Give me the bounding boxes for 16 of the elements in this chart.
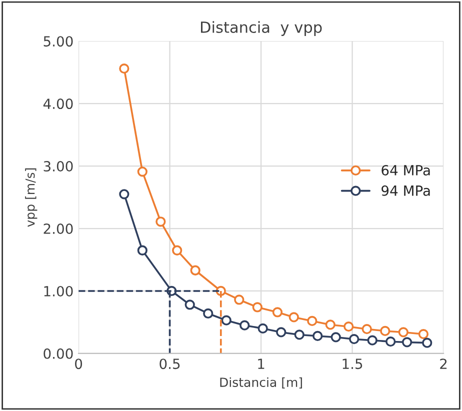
x-axis-title: Distancia [m]: [220, 377, 302, 388]
y-tick-label: 3.00: [44, 161, 73, 172]
x-tick-label: 1: [258, 358, 264, 369]
y-tick-label: 0.00: [44, 348, 73, 359]
x-tick-label: 0: [75, 358, 82, 370]
x-tick-label: 1.5: [342, 358, 362, 370]
y-tick-label: 1.00: [44, 286, 73, 296]
y-tick-label: 4.00: [43, 98, 73, 110]
legend-label: 94 MPa: [382, 185, 430, 196]
x-tick-label: 2: [440, 358, 447, 369]
x-tick-label: 0.5: [160, 358, 180, 370]
y-axis-title: vpp [m/s]: [25, 168, 38, 227]
y-tick-label: 5.00: [44, 36, 73, 47]
y-tick-label: 2.00: [44, 223, 73, 234]
chart-title: Distancia y vpp: [201, 21, 322, 36]
legend-label: 64 MPa: [382, 164, 430, 176]
